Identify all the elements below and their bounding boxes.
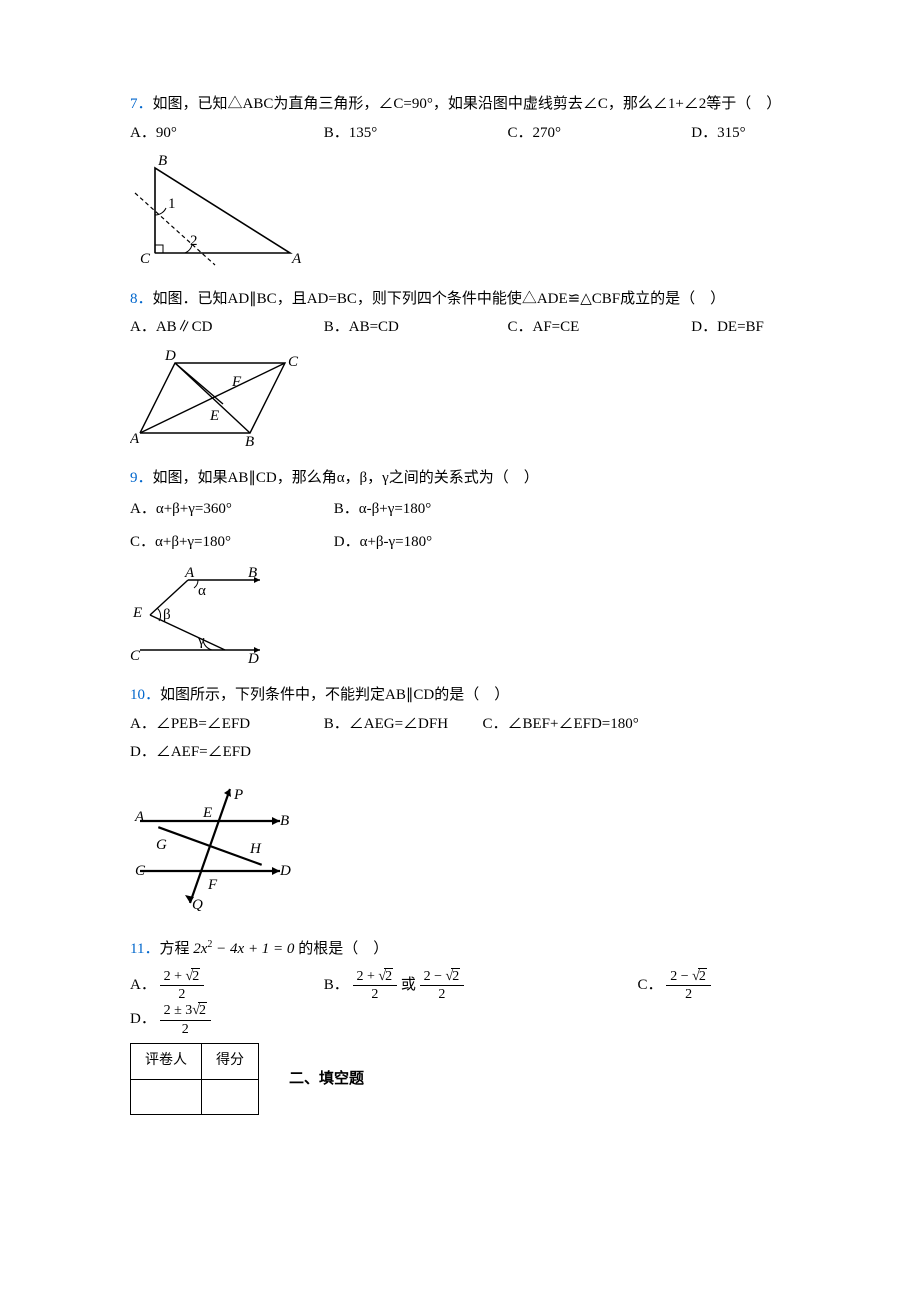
q10-opt-d: D．∠AEF=∠EFD — [130, 738, 251, 767]
q7-figure: B C A 1 2 — [130, 153, 790, 279]
svg-text:F: F — [207, 877, 218, 893]
q7-opt-b: B．135° — [324, 119, 504, 148]
svg-text:D: D — [279, 863, 291, 879]
svg-text:A: A — [184, 565, 195, 581]
svg-text:Q: Q — [192, 897, 203, 911]
q7-number: 7． — [130, 96, 153, 112]
q10-options: A．∠PEB=∠EFD B．∠AEG=∠DFH C．∠BEF+∠EFD=180°… — [130, 710, 790, 767]
q8-text: 如图．已知AD∥BC，且AD=BC，则下列四个条件中能使△ADE≌△CBF成立的… — [153, 291, 726, 307]
q11-opt-d: D． 2 ± 322 — [130, 1002, 211, 1037]
q10-number: 10． — [130, 687, 160, 703]
q8-figure: A B C D E F — [130, 348, 790, 459]
page: 7．如图，已知△ABC为直角三角形，∠C=90°，如果沿图中虚线剪去∠C，那么∠… — [0, 0, 920, 1302]
q7-opt-a: A．90° — [130, 119, 320, 148]
q8-opt-a: A．AB∥CD — [130, 313, 320, 342]
svg-text:F: F — [231, 374, 242, 390]
svg-text:β: β — [163, 607, 171, 623]
svg-text:H: H — [249, 841, 262, 857]
q11-options: A． 2 + 22 B． 2 + 22 或 2 − 22 C． 2 − 22 D… — [130, 968, 790, 1038]
q7-options: A．90° B．135° C．270° D．315° — [130, 119, 790, 148]
svg-text:D: D — [164, 348, 176, 364]
q10-opt-b: B．∠AEG=∠DFH — [324, 710, 479, 739]
q7-opt-d: D．315° — [691, 119, 745, 148]
svg-text:C: C — [140, 251, 151, 267]
svg-text:E: E — [132, 605, 142, 621]
score-table: 评卷人 得分 — [130, 1043, 259, 1115]
q8-opt-d: D．DE=BF — [691, 313, 764, 342]
q10-opt-a: A．∠PEB=∠EFD — [130, 710, 320, 739]
section-2-header: 评卷人 得分 二、填空题 — [130, 1043, 790, 1115]
q11-opt-b: B． 2 + 22 或 2 − 22 — [324, 968, 634, 1003]
question-10: 10．如图所示，下列条件中，不能判定AB∥CD的是（ ） A．∠PEB=∠EFD… — [130, 681, 790, 921]
q11-number: 11． — [130, 941, 159, 957]
svg-text:B: B — [158, 153, 167, 169]
question-8: 8．如图．已知AD∥BC，且AD=BC，则下列四个条件中能使△ADE≌△CBF成… — [130, 285, 790, 459]
q11-equation: 2x2 − 4x + 1 = 0 — [193, 941, 294, 957]
q10-figure: A B C D E F G H P Q — [130, 781, 790, 922]
svg-text:A: A — [291, 251, 302, 267]
svg-text:E: E — [202, 805, 212, 821]
svg-text:γ: γ — [197, 633, 205, 649]
q9-opt-a: A．α+β+γ=360° — [130, 493, 330, 526]
q11-prefix: 方程 — [159, 941, 189, 957]
svg-text:C: C — [130, 648, 141, 664]
q8-options: A．AB∥CD B．AB=CD C．AF=CE D．DE=BF — [130, 313, 790, 342]
section-2-title: 二、填空题 — [289, 1065, 364, 1094]
q9-number: 9． — [130, 470, 153, 486]
svg-text:P: P — [233, 787, 243, 803]
q8-opt-b: B．AB=CD — [324, 313, 504, 342]
svg-text:C: C — [135, 863, 146, 879]
score-cell-grader — [131, 1079, 202, 1115]
question-9: 9．如图，如果AB∥CD，那么角α，β，γ之间的关系式为（ ） A．α+β+γ=… — [130, 464, 790, 675]
q11-opt-c: C． 2 − 22 — [638, 968, 711, 1003]
question-11: 11．方程 2x2 − 4x + 1 = 0 的根是（ ） A． 2 + 22 … — [130, 935, 790, 1037]
q7-opt-c: C．270° — [508, 119, 688, 148]
svg-text:A: A — [130, 431, 140, 447]
svg-text:1: 1 — [168, 196, 176, 212]
q8-opt-c: C．AF=CE — [508, 313, 688, 342]
q8-number: 8． — [130, 291, 153, 307]
question-7: 7．如图，已知△ABC为直角三角形，∠C=90°，如果沿图中虚线剪去∠C，那么∠… — [130, 90, 790, 279]
q10-opt-c: C．∠BEF+∠EFD=180° — [483, 710, 688, 739]
score-col-score: 得分 — [202, 1044, 259, 1080]
q9-opt-d: D．α+β-γ=180° — [334, 526, 432, 559]
q9-text: 如图，如果AB∥CD，那么角α，β，γ之间的关系式为（ ） — [153, 470, 539, 486]
q9-figure: A B E C D α β γ — [130, 565, 790, 676]
q9-opt-b: B．α-β+γ=180° — [334, 493, 432, 526]
score-cell-score — [202, 1079, 259, 1115]
svg-text:α: α — [198, 583, 206, 599]
q7-text: 如图，已知△ABC为直角三角形，∠C=90°，如果沿图中虚线剪去∠C，那么∠1+… — [153, 96, 782, 112]
svg-text:C: C — [288, 354, 299, 370]
svg-text:B: B — [245, 434, 254, 448]
q11-suffix: 的根是（ ） — [298, 941, 388, 957]
q10-text: 如图所示，下列条件中，不能判定AB∥CD的是（ ） — [160, 687, 509, 703]
q9-opt-c: C．α+β+γ=180° — [130, 526, 330, 559]
svg-text:D: D — [247, 651, 259, 665]
svg-text:G: G — [156, 837, 167, 853]
q9-options: A．α+β+γ=360° B．α-β+γ=180° C．α+β+γ=180° D… — [130, 493, 790, 559]
q11-opt-a: A． 2 + 22 — [130, 968, 320, 1003]
svg-text:E: E — [209, 408, 219, 424]
svg-text:B: B — [280, 813, 289, 829]
svg-text:2: 2 — [190, 233, 198, 249]
svg-text:A: A — [134, 809, 145, 825]
svg-text:B: B — [248, 565, 257, 581]
score-col-grader: 评卷人 — [131, 1044, 202, 1080]
